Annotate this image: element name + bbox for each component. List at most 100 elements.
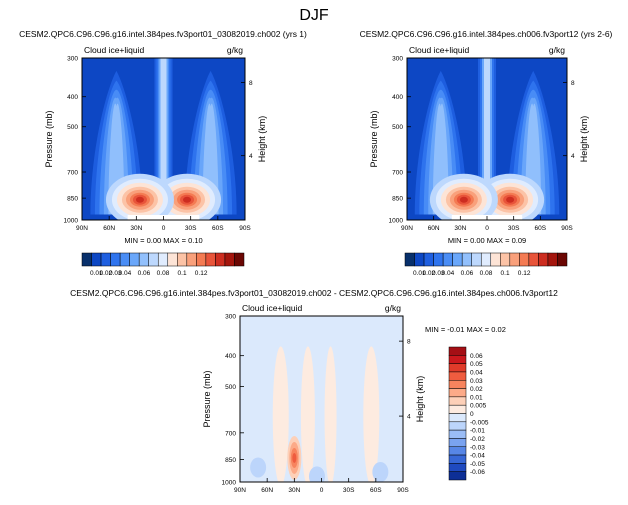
colorbar-label: 0.01 xyxy=(90,270,103,277)
colorbar-swatch xyxy=(448,421,467,431)
units-label: g/kg xyxy=(385,303,401,313)
y-tick-label: 1000 xyxy=(64,218,79,225)
x-tick-label: 30N xyxy=(288,487,300,494)
colorbar-label: 0.03 xyxy=(470,378,483,385)
field-label: Cloud ice+liquid xyxy=(84,45,145,55)
equatorial-column xyxy=(160,58,167,182)
colorbar-label: 0.01 xyxy=(413,270,426,277)
y-tick-label: 400 xyxy=(225,353,236,360)
figure-title: DJF xyxy=(299,7,329,24)
colorbar-label: 0.03 xyxy=(432,270,445,277)
cloud-maximum xyxy=(135,196,144,203)
x-tick-label: 60S xyxy=(370,487,382,494)
x-tick-label: 60S xyxy=(535,225,547,232)
colorbar-swatch xyxy=(448,454,467,464)
y-axis-title: Pressure (mb) xyxy=(44,110,54,167)
colorbar-swatch xyxy=(177,252,188,267)
colorbar-swatch xyxy=(234,252,245,267)
colorbar-label: 0.02 xyxy=(422,270,435,277)
colorbar-swatch xyxy=(81,252,92,267)
colorbar-label: 0.005 xyxy=(470,403,487,410)
diff-negative xyxy=(250,457,267,478)
diff-streak xyxy=(363,346,380,482)
colorbar-label: 0.04 xyxy=(119,270,132,277)
diff-negative xyxy=(372,461,389,482)
colorbar-label: 0.04 xyxy=(470,369,483,376)
diff-negative xyxy=(308,466,325,482)
diff-streak xyxy=(324,346,337,482)
x-tick-label: 30S xyxy=(185,225,197,232)
y-tick-label: 700 xyxy=(225,430,236,437)
colorbar-label: -0.04 xyxy=(470,453,485,460)
y-tick-label: 850 xyxy=(67,196,78,203)
x-tick-label: 90N xyxy=(401,225,413,232)
right-axis-title: Height (km) xyxy=(415,376,425,423)
colorbar-label: -0.01 xyxy=(470,428,485,435)
colorbar-label: 0.05 xyxy=(470,361,483,368)
colorbar-swatch xyxy=(500,252,511,267)
x-tick-label: 30S xyxy=(343,487,355,494)
y-tick-label: 850 xyxy=(225,457,236,464)
right-tick-label: 8 xyxy=(571,80,575,87)
cloud-maximum xyxy=(183,196,192,203)
colorbar-swatch xyxy=(452,252,463,267)
colorbar-swatch xyxy=(448,463,467,472)
x-tick-label: 90S xyxy=(397,487,409,494)
colorbar-label: 0.08 xyxy=(480,270,493,277)
colorbar-swatch xyxy=(91,252,102,267)
right-tick-label: 8 xyxy=(249,80,253,87)
colorbar-swatch xyxy=(119,252,130,267)
y-tick-label: 1000 xyxy=(389,218,404,225)
units-label: g/kg xyxy=(549,45,565,55)
panel-title: CESM2.QPC6.C96.C96.g16.intel.384pes.ch00… xyxy=(360,29,613,39)
equatorial-column xyxy=(484,58,490,182)
units-label: g/kg xyxy=(227,45,243,55)
colorbar-label: 0 xyxy=(470,411,474,418)
right-tick-label: 4 xyxy=(407,414,411,421)
plot-area xyxy=(407,58,567,220)
colorbar-swatch xyxy=(448,363,467,373)
colorbar-swatch xyxy=(157,252,169,267)
colorbar-label: -0.005 xyxy=(470,419,489,426)
right-tick-label: 4 xyxy=(249,153,253,160)
colorbar-label: 0.1 xyxy=(178,270,187,277)
colorbar-swatch xyxy=(448,380,467,389)
colorbar-label: 0.06 xyxy=(461,270,474,277)
colorbar-label: 0.12 xyxy=(518,270,531,277)
right-axis-title: Height (km) xyxy=(257,116,267,163)
colorbar-swatch xyxy=(448,355,467,364)
x-tick-label: 0 xyxy=(320,487,324,494)
y-tick-label: 1000 xyxy=(222,480,237,487)
colorbar-swatch xyxy=(448,396,467,406)
colorbar-label: 0.08 xyxy=(157,270,170,277)
x-tick-label: 30N xyxy=(130,225,142,232)
right-tick-label: 4 xyxy=(571,153,575,160)
y-tick-label: 500 xyxy=(392,124,403,131)
plot-area xyxy=(240,316,403,482)
colorbar-label: 0.01 xyxy=(470,394,483,401)
panel-title: CESM2.QPC6.C96.C96.g16.intel.384pes.fv3p… xyxy=(19,29,307,39)
colorbar-swatch xyxy=(509,252,520,267)
y-tick-label: 300 xyxy=(392,56,403,63)
panel-title: CESM2.QPC6.C96.C96.g16.intel.384pes.fv3p… xyxy=(70,288,558,298)
colorbar-label: -0.06 xyxy=(470,469,485,476)
panel-1: CESM2.QPC6.C96.C96.g16.intel.384pes.fv3p… xyxy=(19,29,307,277)
colorbar-swatch xyxy=(448,471,467,481)
x-tick-label: 30N xyxy=(454,225,466,232)
colorbar-swatch xyxy=(448,371,467,381)
x-tick-label: 60N xyxy=(261,487,273,494)
colorbar-swatch xyxy=(471,252,482,267)
y-axis-title: Pressure (mb) xyxy=(202,370,212,427)
cloud-maximum xyxy=(459,196,468,203)
y-tick-label: 300 xyxy=(225,314,236,321)
colorbar-swatch xyxy=(423,252,434,267)
right-tick-label: 8 xyxy=(407,339,411,346)
colorbar-swatch xyxy=(448,404,467,414)
colorbar-swatch xyxy=(100,252,111,267)
colorbar-swatch xyxy=(138,252,149,267)
colorbar-label: 0.12 xyxy=(195,270,208,277)
colorbar-swatch xyxy=(186,252,197,267)
colorbar-swatch xyxy=(490,252,501,267)
